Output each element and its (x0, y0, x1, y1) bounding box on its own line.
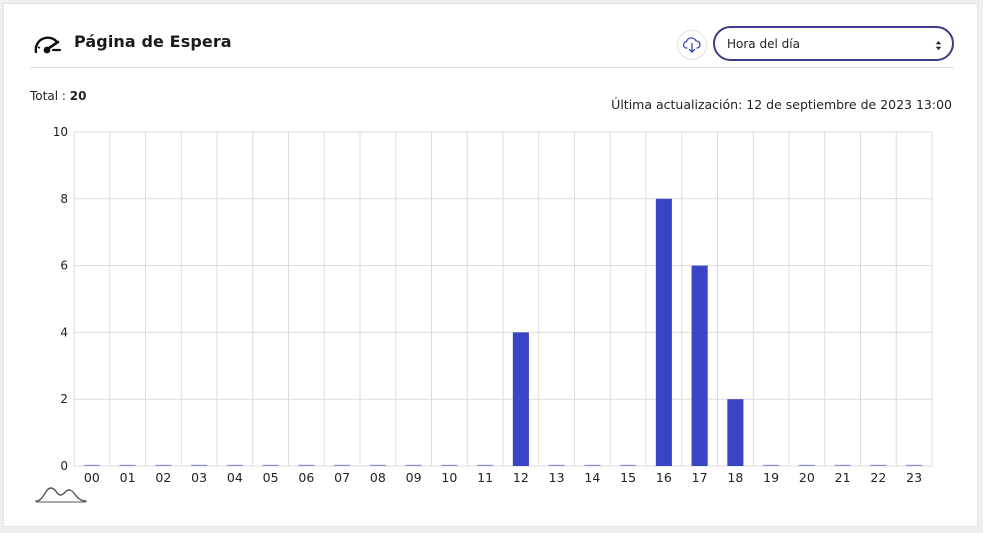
y-tick-label: 0 (60, 459, 68, 473)
bar (369, 464, 386, 466)
x-tick-label: 03 (191, 470, 207, 485)
x-tick-label: 08 (370, 470, 386, 485)
bar (655, 198, 672, 467)
cloud-download-icon (682, 37, 701, 53)
bar (334, 464, 351, 466)
x-tick-label: 01 (120, 470, 136, 485)
bar (191, 464, 208, 466)
bar (226, 464, 243, 466)
bell-curve-icon[interactable] (35, 484, 87, 504)
x-tick-label: 02 (155, 470, 171, 485)
x-tick-label: 04 (227, 470, 243, 485)
x-tick-label: 22 (870, 470, 886, 485)
last-updated: Última actualización: 12 de septiembre d… (611, 97, 952, 112)
x-tick-label: 12 (513, 470, 529, 485)
x-tick-label: 23 (906, 470, 922, 485)
x-tick-label: 00 (84, 470, 100, 485)
total-value: 20 (69, 89, 87, 103)
bar (798, 464, 815, 466)
y-tick-label: 2 (60, 392, 68, 406)
bar (727, 399, 744, 466)
y-tick-label: 6 (60, 259, 68, 273)
bar (584, 464, 601, 466)
download-button[interactable] (677, 30, 707, 60)
x-tick-label: 16 (656, 470, 672, 485)
total-count: Total : 20 (30, 89, 86, 103)
bar (906, 464, 923, 466)
x-tick-label: 17 (692, 470, 708, 485)
select-value: Hora del día (727, 37, 800, 51)
total-label: Total : (30, 89, 66, 103)
bar (405, 464, 422, 466)
gauge-icon (34, 36, 62, 54)
x-tick-label: 05 (263, 470, 279, 485)
bar (870, 464, 887, 466)
x-tick-label: 10 (441, 470, 457, 485)
bar (512, 332, 529, 466)
x-tick-label: 15 (620, 470, 636, 485)
bar (441, 464, 458, 466)
header-divider (30, 67, 954, 68)
bar (834, 464, 851, 466)
waiting-page-card: Página de Espera Hora del día Total : 20… (3, 3, 978, 527)
y-tick-label: 8 (60, 192, 68, 206)
x-tick-label: 21 (835, 470, 851, 485)
page-title: Página de Espera (74, 32, 232, 51)
bar (83, 464, 100, 466)
x-tick-label: 07 (334, 470, 350, 485)
bar (155, 464, 172, 466)
x-tick-label: 09 (406, 470, 422, 485)
updown-arrows-icon (935, 41, 942, 50)
bar (763, 464, 780, 466)
x-tick-label: 20 (799, 470, 815, 485)
card-header: Página de Espera Hora del día (4, 4, 977, 68)
bar (119, 464, 136, 466)
y-tick-label: 4 (60, 325, 68, 339)
bar (298, 464, 315, 466)
x-tick-label: 06 (298, 470, 314, 485)
y-tick-label: 10 (53, 125, 68, 139)
bar (548, 464, 565, 466)
x-tick-label: 13 (549, 470, 565, 485)
x-tick-label: 18 (727, 470, 743, 485)
bar (691, 265, 708, 466)
time-grouping-select[interactable]: Hora del día (713, 26, 954, 61)
bar (620, 464, 637, 466)
x-tick-label: 14 (584, 470, 600, 485)
x-tick-label: 19 (763, 470, 779, 485)
x-tick-label: 11 (477, 470, 493, 485)
bar (477, 464, 494, 466)
bar (262, 464, 279, 466)
